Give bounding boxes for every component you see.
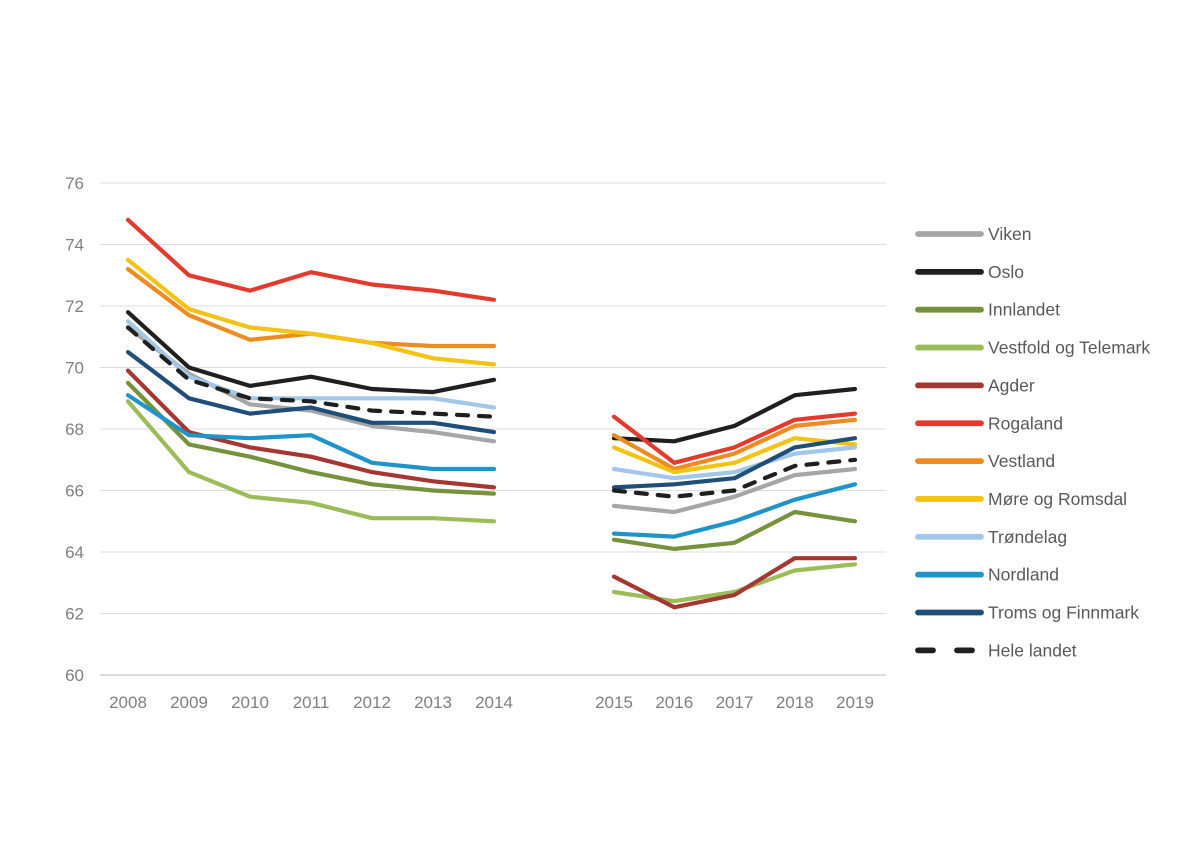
line-troms-og-finnmark-2: [611, 436, 858, 490]
line-troms-og-finnmark-1: [125, 350, 497, 435]
line-viken-1: [125, 325, 497, 444]
x-tick-label-2017: 2017: [716, 693, 754, 712]
y-axis-labels: 76 74 72 70 68 66 64 62 60: [65, 174, 84, 685]
legend-item-trondelag: Trøndelag: [915, 527, 1067, 547]
x-tick-label-2013: 2013: [414, 693, 452, 712]
legend-item-nordland: Nordland: [915, 565, 1059, 585]
line-viken-2: [611, 466, 858, 515]
line-vestfold-og-telemark-1: [125, 399, 497, 524]
legend-label-hele-landet: Hele landet: [988, 640, 1077, 660]
line-oslo-2: [611, 386, 858, 444]
y-tick-label: 66: [65, 482, 84, 501]
legend-label-innlandet: Innlandet: [988, 300, 1060, 320]
series-lines: [125, 217, 858, 610]
legend-label-trondelag: Trøndelag: [988, 527, 1067, 547]
line-hele-landet-2: [611, 457, 858, 499]
line-more-og-romsdal-2: [611, 436, 858, 475]
x-tick-label-2010: 2010: [231, 693, 269, 712]
line-oslo-1: [125, 310, 497, 395]
grid-layer: [100, 182, 886, 676]
legend-item-vestfold-og-telemark: Vestfold og Telemark: [915, 338, 1150, 358]
y-tick-label: 74: [65, 236, 84, 255]
legend-label-agder: Agder: [988, 375, 1035, 395]
legend-label-viken: Viken: [988, 224, 1031, 244]
y-tick-label: 62: [65, 605, 84, 624]
legend-item-oslo: Oslo: [915, 262, 1024, 282]
line-rogaland-1: [125, 217, 497, 302]
legend-item-more-og-romsdal: Møre og Romsdal: [915, 489, 1127, 509]
legend-item-troms-og-finnmark: Troms og Finnmark: [915, 603, 1139, 623]
legend-label-nordland: Nordland: [988, 565, 1059, 585]
legend-label-oslo: Oslo: [988, 262, 1024, 282]
legend-item-viken: Viken: [915, 224, 1031, 244]
line-trondelag-1: [125, 319, 497, 410]
x-tick-label-2012: 2012: [353, 693, 391, 712]
line-vestland-2: [611, 417, 858, 472]
y-tick-label: 60: [65, 666, 84, 685]
line-nordland-1: [125, 393, 497, 472]
y-tick-label: 72: [65, 297, 84, 316]
x-tick-label-2015: 2015: [595, 693, 633, 712]
y-tick-label: 68: [65, 420, 84, 439]
line-innlandet-1: [125, 380, 497, 496]
legend-label-rogaland: Rogaland: [988, 413, 1063, 433]
x-tick-label-2011: 2011: [293, 693, 330, 712]
legend-label-vestland: Vestland: [988, 451, 1055, 471]
legend-item-vestland: Vestland: [915, 451, 1055, 471]
x-tick-label-2014: 2014: [475, 693, 513, 712]
y-tick-label: 76: [65, 174, 84, 193]
line-innlandet-2: [611, 509, 858, 552]
x-tick-label-2016: 2016: [655, 693, 693, 712]
legend-item-innlandet: Innlandet: [915, 300, 1060, 320]
legend-label-vestfold-og-telemark: Vestfold og Telemark: [988, 338, 1150, 358]
line-agder-1: [125, 368, 497, 490]
legend: Viken Oslo Innlandet Vestfold og Telemark Ag…: [915, 224, 1150, 660]
legend-item-hele-landet: Hele landet: [915, 640, 1077, 660]
legend-label-troms-og-finnmark: Troms og Finnmark: [988, 603, 1139, 623]
legend-item-rogaland: Rogaland: [915, 413, 1063, 433]
x-tick-label-2009: 2009: [170, 693, 208, 712]
line-hele-landet-1: [125, 325, 497, 419]
line-trondelag-2: [611, 445, 858, 481]
line-more-og-romsdal-1: [125, 257, 497, 367]
x-axis-labels: 2008 2009 2010 2011 2012 2013 2014 2015 2016 2017…: [109, 693, 874, 712]
y-tick-label: 70: [65, 359, 84, 378]
line-rogaland-2: [611, 411, 858, 465]
legend-item-agder: Agder: [915, 375, 1035, 395]
x-tick-label-2008: 2008: [109, 693, 147, 712]
line-nordland-2: [611, 482, 858, 539]
x-tick-label-2018: 2018: [776, 693, 814, 712]
x-tick-label-2019: 2019: [836, 693, 874, 712]
line-agder-2: [611, 556, 858, 610]
y-tick-label: 64: [65, 543, 84, 562]
legend-label-more-og-romsdal: Møre og Romsdal: [988, 489, 1127, 509]
